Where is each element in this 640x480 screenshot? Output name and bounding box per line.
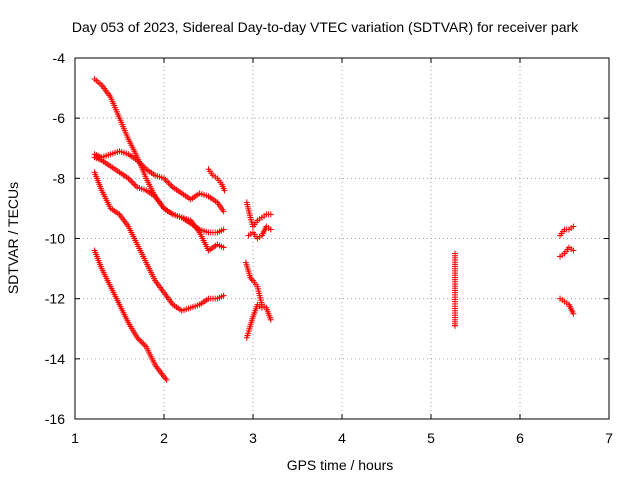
data-point — [165, 179, 172, 186]
data-point — [570, 247, 577, 254]
data-point — [570, 223, 577, 230]
series-track-f — [205, 166, 228, 194]
x-tick-label: 1 — [71, 430, 79, 446]
y-tick-label: -12 — [45, 291, 65, 307]
series-track-j — [243, 301, 265, 341]
x-tick-label: 4 — [338, 430, 346, 446]
data-point — [220, 226, 227, 233]
data-point — [258, 304, 265, 311]
series-track-k — [452, 250, 459, 329]
series-track-h — [245, 223, 274, 242]
series-track-m — [557, 244, 577, 260]
data-point — [137, 337, 144, 344]
data-point — [140, 340, 147, 347]
series-track-i — [242, 259, 274, 323]
series-track-a — [91, 76, 227, 254]
axis-ticks: 1 2 3 4 5 6 7 -16 -14 -12 -10 -8 -6 -4 — [45, 50, 613, 446]
data-point — [126, 176, 133, 183]
series-track-c — [91, 154, 227, 236]
data-point — [162, 375, 169, 382]
series-track-e — [91, 247, 170, 383]
x-axis-label: GPS time / hours — [287, 457, 394, 473]
chart-title: Day 053 of 2023, Sidereal Day-to-day VTE… — [72, 19, 579, 35]
data-point — [267, 211, 274, 218]
data-point — [163, 178, 170, 185]
data-point — [452, 322, 459, 329]
x-tick-label: 6 — [516, 430, 524, 446]
data-point — [267, 316, 274, 323]
y-tick-label: -16 — [45, 411, 65, 427]
data-point — [220, 292, 227, 299]
data-point — [267, 226, 274, 233]
x-tick-label: 3 — [249, 430, 257, 446]
data-point — [128, 178, 135, 185]
series-track-n — [557, 295, 577, 317]
y-axis-label: SDTVAR / TECUs — [5, 182, 21, 294]
data-point — [220, 208, 227, 215]
y-tick-label: -14 — [45, 351, 65, 367]
data-point — [221, 187, 228, 194]
grid-lines — [75, 58, 609, 419]
y-tick-label: -10 — [45, 231, 65, 247]
x-tick-label: 2 — [160, 430, 168, 446]
data-point — [129, 179, 136, 186]
data-points — [91, 76, 577, 383]
data-point — [166, 181, 173, 188]
data-point — [138, 339, 145, 346]
series-track-d — [91, 169, 227, 314]
data-point — [220, 244, 227, 251]
x-tick-label: 5 — [427, 430, 435, 446]
data-point — [168, 182, 175, 189]
y-tick-label: -4 — [53, 50, 66, 66]
y-tick-label: -6 — [53, 110, 66, 126]
series-track-g — [243, 199, 274, 230]
data-point — [163, 376, 170, 383]
y-tick-label: -8 — [53, 170, 66, 186]
series-track-l — [557, 223, 577, 239]
data-point — [131, 181, 138, 188]
x-tick-label: 7 — [605, 430, 613, 446]
data-point — [570, 310, 577, 317]
